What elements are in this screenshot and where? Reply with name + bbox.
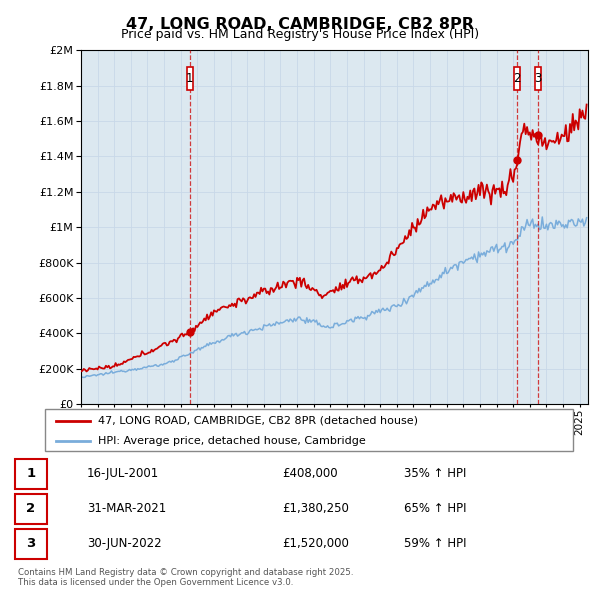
Text: £1,520,000: £1,520,000 <box>283 537 350 550</box>
Text: £1,380,250: £1,380,250 <box>283 502 350 516</box>
Text: 1: 1 <box>186 72 193 85</box>
Text: HPI: Average price, detached house, Cambridge: HPI: Average price, detached house, Camb… <box>98 436 365 445</box>
Text: 35% ↑ HPI: 35% ↑ HPI <box>404 467 466 480</box>
Text: 3: 3 <box>26 537 35 550</box>
Text: Price paid vs. HM Land Registry's House Price Index (HPI): Price paid vs. HM Land Registry's House … <box>121 28 479 41</box>
Text: Contains HM Land Registry data © Crown copyright and database right 2025.
This d: Contains HM Land Registry data © Crown c… <box>18 568 353 587</box>
FancyBboxPatch shape <box>15 494 47 524</box>
Text: 31-MAR-2021: 31-MAR-2021 <box>87 502 166 516</box>
FancyBboxPatch shape <box>45 409 573 451</box>
FancyBboxPatch shape <box>15 529 47 559</box>
Text: 47, LONG ROAD, CAMBRIDGE, CB2 8PR (detached house): 47, LONG ROAD, CAMBRIDGE, CB2 8PR (detac… <box>98 416 418 426</box>
Text: £408,000: £408,000 <box>283 467 338 480</box>
FancyBboxPatch shape <box>15 458 47 489</box>
Text: 59% ↑ HPI: 59% ↑ HPI <box>404 537 466 550</box>
FancyBboxPatch shape <box>514 67 520 90</box>
Text: 3: 3 <box>535 72 542 85</box>
FancyBboxPatch shape <box>535 67 541 90</box>
FancyBboxPatch shape <box>187 67 193 90</box>
Text: 2: 2 <box>514 72 521 85</box>
Text: 65% ↑ HPI: 65% ↑ HPI <box>404 502 466 516</box>
Text: 47, LONG ROAD, CAMBRIDGE, CB2 8PR: 47, LONG ROAD, CAMBRIDGE, CB2 8PR <box>126 17 474 31</box>
Text: 2: 2 <box>26 502 35 516</box>
Text: 1: 1 <box>26 467 35 480</box>
Text: 30-JUN-2022: 30-JUN-2022 <box>87 537 161 550</box>
Text: 16-JUL-2001: 16-JUL-2001 <box>87 467 159 480</box>
